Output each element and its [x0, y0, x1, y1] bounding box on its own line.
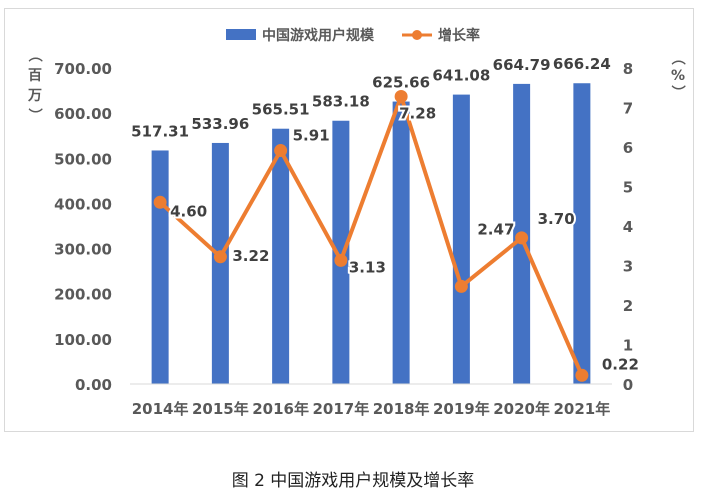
y-left-tick-label: 200.00 — [54, 286, 112, 304]
bar — [573, 83, 591, 384]
bar — [211, 142, 229, 384]
x-tick-label: 2018年 — [373, 400, 430, 418]
line-data-label: 3.70 — [538, 210, 575, 228]
figure-caption: 图 2 中国游戏用户规模及增长率 — [231, 471, 475, 491]
line-point — [515, 231, 529, 245]
y-left-unit-char: 百 — [28, 68, 42, 84]
bar — [452, 94, 470, 384]
y-left-unit-char: ） — [26, 108, 42, 122]
y-left-unit-char: （ — [26, 48, 42, 62]
line-point — [213, 250, 227, 264]
y-left-tick-label: 700.00 — [54, 60, 112, 78]
x-tick-label: 2020年 — [493, 400, 550, 418]
line-data-label: 2.47 — [477, 220, 514, 238]
growth-rate-line — [158, 94, 584, 377]
y-left-tick-label: 0.00 — [75, 376, 112, 394]
bar — [392, 101, 410, 384]
line-data-label: 7.28 — [399, 104, 436, 122]
y-right-tick-label: 2 — [623, 297, 633, 315]
line-point — [334, 253, 348, 267]
bar-data-label: 565.51 — [252, 101, 310, 119]
legend-label-line: 增长率 — [438, 27, 480, 44]
y-left-tick-label: 400.00 — [54, 195, 112, 213]
y-left-unit-char: 万 — [27, 88, 42, 104]
bar-data-label: 641.08 — [432, 67, 490, 85]
y-right-tick-label: 5 — [623, 179, 633, 197]
y-right-tick-label: 3 — [623, 258, 633, 276]
bar — [272, 128, 290, 384]
line-data-label: 4.60 — [170, 202, 207, 220]
y-right-tick-label: 7 — [623, 100, 633, 118]
bar — [151, 150, 169, 384]
bar-data-label: 625.66 — [372, 74, 430, 92]
y-right-tick-label: 4 — [623, 218, 633, 236]
line-data-label: 3.13 — [349, 258, 386, 276]
line-point — [575, 368, 589, 382]
y-left-tick-label: 500.00 — [54, 150, 112, 168]
line-point — [394, 89, 408, 103]
line-data-label: 3.22 — [232, 247, 269, 265]
line-data-label: 5.91 — [293, 127, 330, 145]
y-right-unit-char: ） — [669, 85, 685, 99]
y-right-unit-char: （ — [669, 51, 685, 65]
combo-chart: 中国游戏用户规模 增长率（百万）（%）0.00100.00200.00300.00… — [26, 27, 685, 418]
y-left-tick-label: 300.00 — [54, 241, 112, 259]
y-left-tick-label: 100.00 — [54, 331, 112, 349]
x-tick-label: 2016年 — [252, 400, 309, 418]
x-tick-label: 2021年 — [554, 400, 611, 418]
legend-swatch-bar — [226, 29, 256, 40]
bar-data-label: 664.79 — [493, 56, 551, 74]
x-tick-label: 2017年 — [313, 400, 370, 418]
x-tick-label: 2019年 — [433, 400, 490, 418]
x-tick-label: 2014年 — [132, 400, 189, 418]
bar-data-label: 666.24 — [553, 55, 611, 73]
y-right-unit-char: % — [671, 68, 685, 84]
y-right-tick-label: 0 — [623, 376, 633, 394]
chart-frame — [4, 8, 694, 432]
y-right-tick-label: 8 — [623, 60, 633, 78]
legend-label-bar: 中国游戏用户规模 — [262, 27, 375, 44]
y-left-tick-label: 600.00 — [54, 105, 112, 123]
y-right-tick-label: 6 — [623, 139, 633, 157]
bar-data-label: 517.31 — [131, 122, 189, 140]
line-point — [274, 144, 288, 158]
y-right-tick-label: 1 — [623, 337, 633, 355]
legend-marker — [412, 30, 422, 40]
line-data-label: 0.22 — [602, 355, 639, 373]
line-point — [153, 195, 167, 209]
x-tick-label: 2015年 — [192, 400, 249, 418]
bar — [332, 120, 350, 384]
line-point — [454, 279, 468, 293]
bar-data-label: 583.18 — [312, 93, 370, 111]
bar-data-label: 533.96 — [191, 115, 249, 133]
